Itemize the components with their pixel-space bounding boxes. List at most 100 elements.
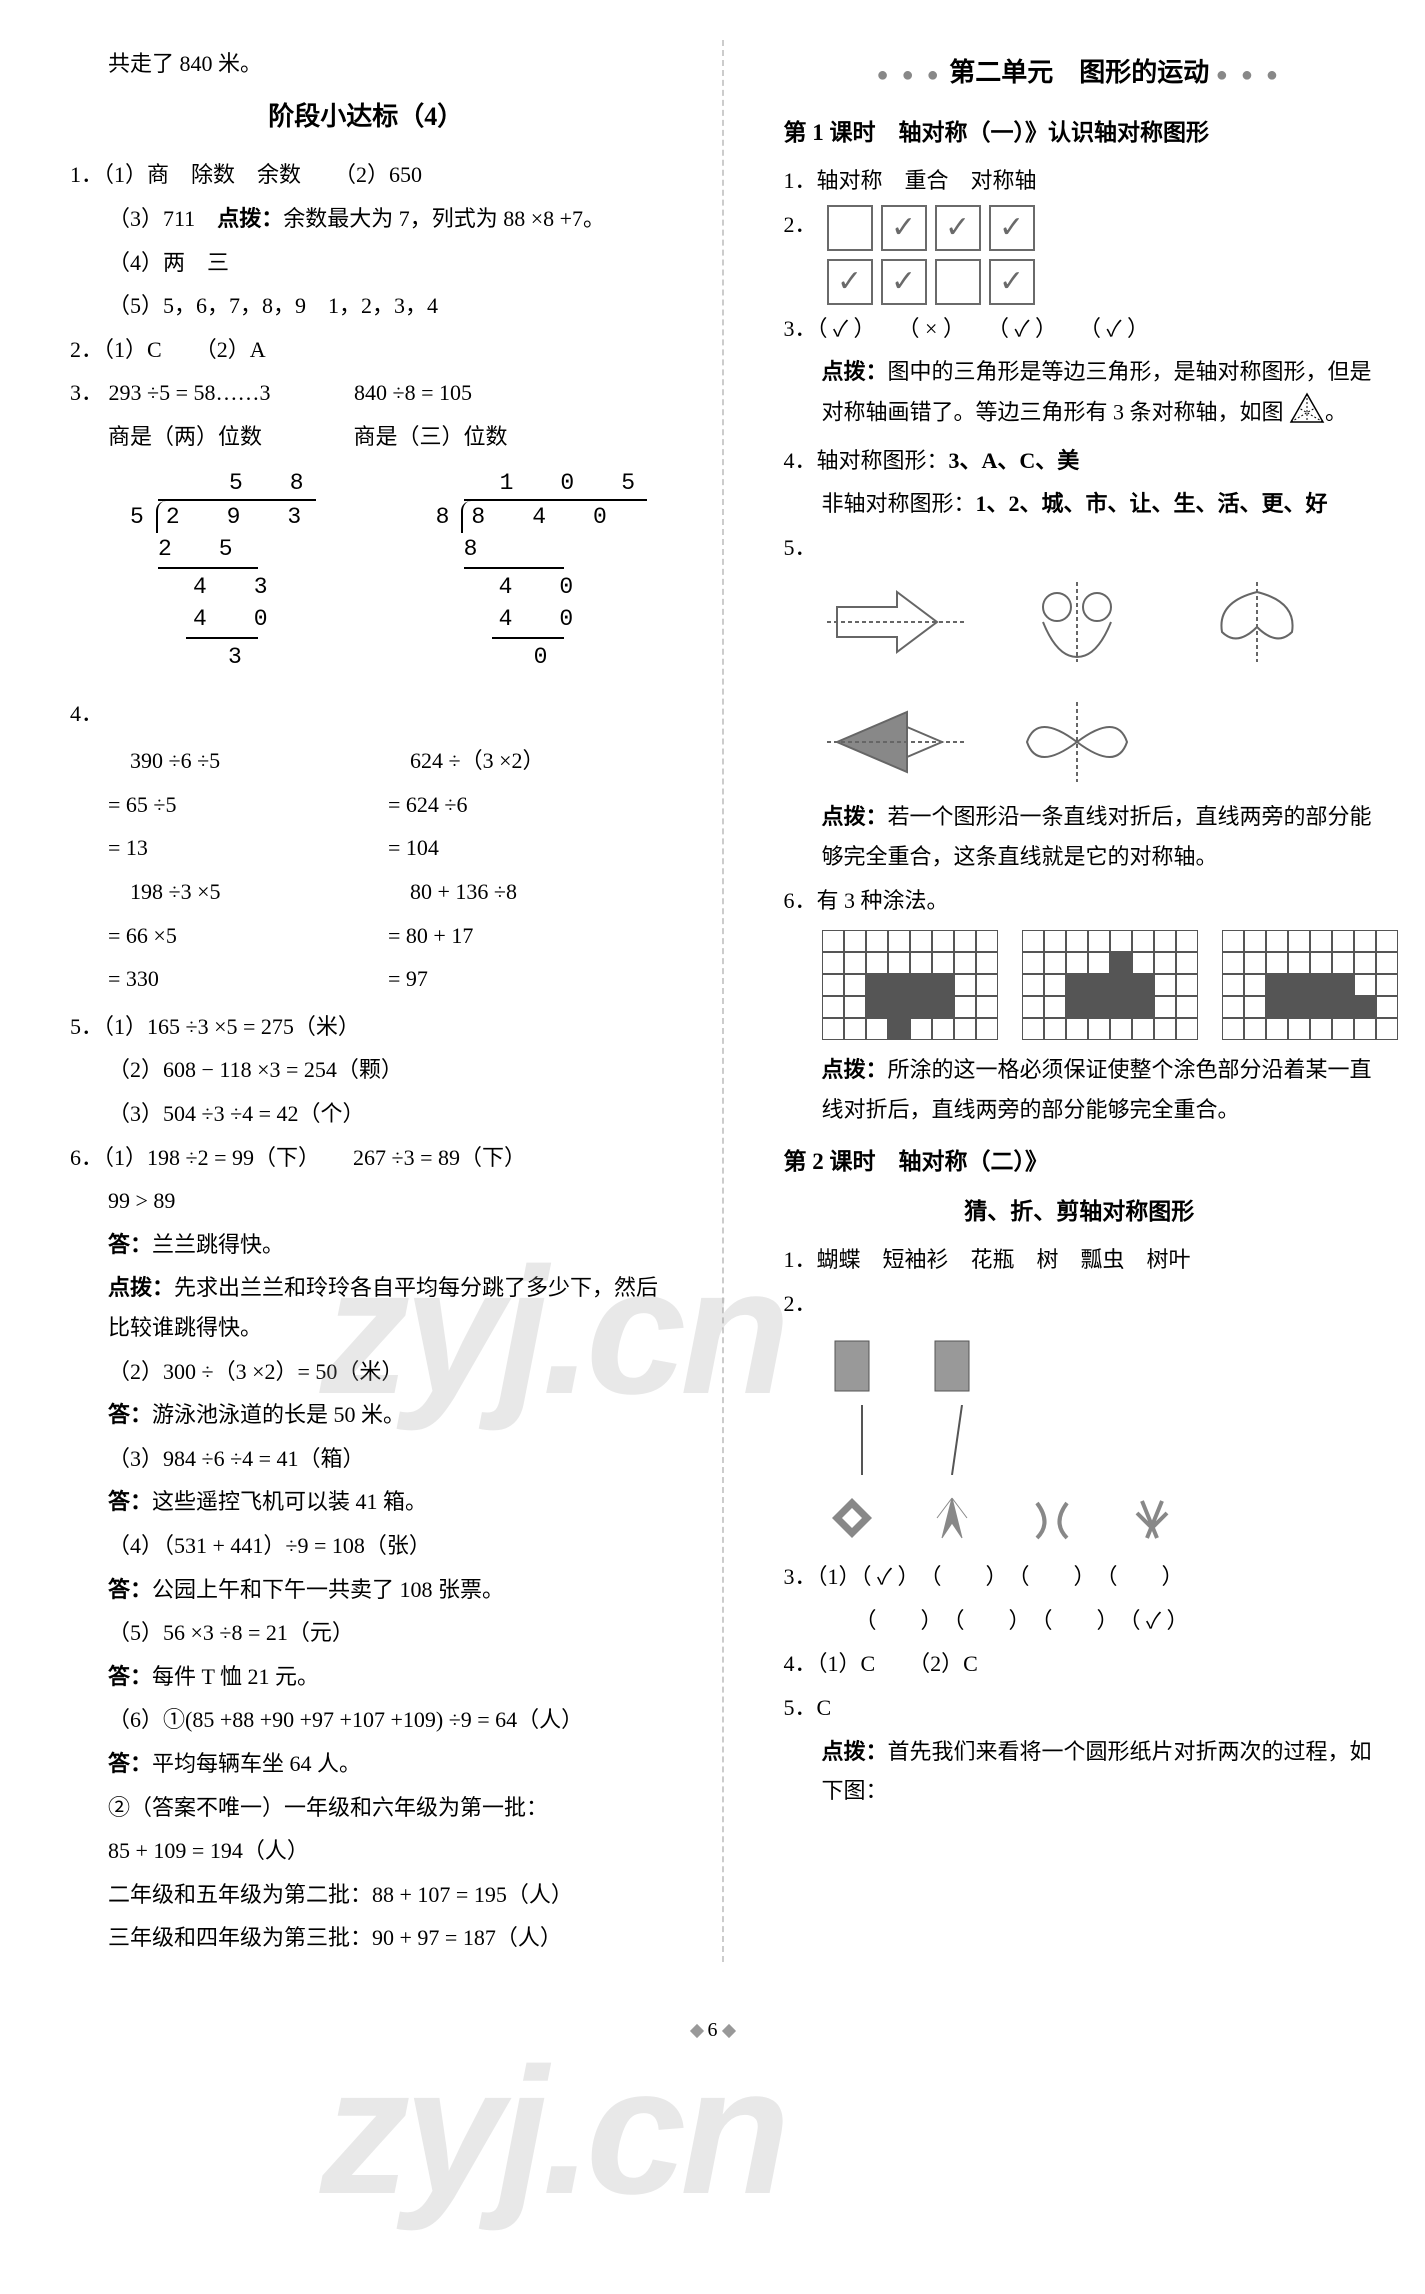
intro-line: 共走了 840 米。 bbox=[70, 44, 662, 84]
grid-cell bbox=[1310, 1018, 1332, 1040]
q4-a3: 198 ÷3 ×5 bbox=[108, 872, 308, 912]
l1-q3-hint-b: 。 bbox=[1325, 399, 1347, 424]
grid-cell bbox=[976, 952, 998, 974]
grid-cell bbox=[1176, 996, 1198, 1018]
l1-q4-b: 非轴对称图形： bbox=[822, 491, 976, 516]
q4-b2: = 104 bbox=[388, 828, 588, 868]
q3-notes: 商是（两）位数 商是（三）位数 bbox=[70, 417, 662, 457]
q1-l1: （1）商 除数 余数 （2）650 bbox=[103, 162, 422, 187]
grid-cell bbox=[1244, 930, 1266, 952]
q6-p6b: ②（答案不唯一）一年级和六年级为第一批： bbox=[70, 1788, 662, 1828]
grid-cell bbox=[1266, 1018, 1288, 1040]
ld2-dividend: 8 4 0 bbox=[461, 501, 618, 533]
q5: 5．（1）165 ÷3 ×5 = 275（米） bbox=[70, 1007, 662, 1047]
ld2-s4: 0 bbox=[436, 641, 647, 673]
left-column: 共走了 840 米。 阶段小达标（4） 1．（1）商 除数 余数 （2）650 … bbox=[70, 40, 682, 1962]
grid-cell bbox=[1354, 952, 1376, 974]
grid-cell bbox=[1332, 952, 1354, 974]
stage-title: 阶段小达标（4） bbox=[70, 94, 662, 141]
grid-cell bbox=[1332, 996, 1354, 1018]
dots-left: ● ● ● bbox=[876, 64, 942, 86]
grid-cell bbox=[1222, 1018, 1244, 1040]
hint-label-1: 点拨： bbox=[108, 1275, 174, 1300]
match-bot-3 bbox=[1022, 1483, 1082, 1553]
l2-q5-hint-text: 首先我们来看将一个圆形纸片对折两次的过程，如下图： bbox=[822, 1739, 1372, 1804]
grid-cell bbox=[1110, 1018, 1132, 1040]
ld2-s2: 4 0 bbox=[436, 571, 647, 603]
grid-cell bbox=[1354, 1018, 1376, 1040]
q6-p6d: 二年级和五年级为第二批：88 + 107 = 195（人） bbox=[70, 1875, 662, 1915]
grid-cell bbox=[1266, 952, 1288, 974]
pixel-grid bbox=[822, 930, 998, 1040]
checkbox-cell bbox=[827, 205, 873, 251]
ld2-quotient: 1 0 5 bbox=[464, 467, 647, 501]
grid-cell bbox=[1354, 996, 1376, 1018]
q4-colA: 390 ÷6 ÷5 = 65 ÷5 = 13 198 ÷3 ×5 = 66 ×5… bbox=[108, 737, 308, 1003]
ans-4: 公园上午和下午一共卖了 108 张票。 bbox=[152, 1577, 504, 1602]
grid-cell bbox=[1176, 974, 1198, 996]
grid-cell bbox=[954, 996, 976, 1018]
ld2-s3: 4 0 bbox=[436, 603, 647, 635]
l2-q5-hint-label: 点拨： bbox=[822, 1739, 888, 1764]
lesson1-title: 第 1 课时 轴对称（一）》认识轴对称图形 bbox=[784, 112, 1376, 153]
q6-p6c: 85 + 109 = 194（人） bbox=[70, 1831, 662, 1871]
l1-q2-label: 2． bbox=[784, 205, 817, 245]
lesson2-title: 第 2 课时 轴对称（二）》 bbox=[784, 1141, 1376, 1182]
ld2-divisor: 8 bbox=[436, 501, 462, 533]
grid-cell bbox=[954, 974, 976, 996]
grid-cell bbox=[1222, 952, 1244, 974]
grid-cell bbox=[1288, 1018, 1310, 1040]
q5-l1: （1）165 ÷3 ×5 = 275（米） bbox=[103, 1014, 360, 1039]
q5-l2: （2）608 − 118 ×3 = 254（颗） bbox=[70, 1050, 662, 1090]
grid-cell bbox=[1066, 996, 1088, 1018]
ans-label-4: 答： bbox=[108, 1577, 152, 1602]
l1-q5-hint-text: 若一个图形沿一条直线对折后，直线两旁的部分能够完全重合，这条直线就是它的对称轴。 bbox=[822, 804, 1372, 869]
q1-line4: （5）5，6，7，8，9 1，2，3，4 bbox=[70, 286, 662, 326]
grid-cell bbox=[1266, 974, 1288, 996]
grid-cell bbox=[1022, 996, 1044, 1018]
q1-label: 1． bbox=[70, 162, 103, 187]
grid-cell bbox=[1044, 952, 1066, 974]
grid-cell bbox=[976, 930, 998, 952]
grid-cell bbox=[1044, 1018, 1066, 1040]
q6-p2ans: 答：游泳池泳道的长是 50 米。 bbox=[70, 1395, 662, 1435]
q3-note2: 商是（三）位数 bbox=[354, 424, 508, 449]
grid-cell bbox=[822, 974, 844, 996]
match-top-row bbox=[784, 1331, 1376, 1401]
hint-1: 先求出兰兰和玲玲各自平均每分跳了多少下，然后比较谁跳得快。 bbox=[108, 1275, 658, 1340]
l2-q5: 5．C bbox=[784, 1688, 1376, 1728]
grid-cell bbox=[866, 930, 888, 952]
grid-cell bbox=[976, 1018, 998, 1040]
q6-p1a: 6．（1）198 ÷2 = 99（下） 267 ÷3 = 89（下） bbox=[70, 1138, 662, 1178]
l1-q3-hint-label: 点拨： bbox=[822, 359, 888, 384]
dots-right: ● ● ● bbox=[1216, 64, 1282, 86]
l2-q3-l2: （ ） （ ） （ ） （ ✓ ） bbox=[784, 1601, 1376, 1641]
match-bot-2 bbox=[922, 1483, 982, 1553]
q6-p6e: 三年级和四年级为第三批：90 + 97 = 187（人） bbox=[70, 1918, 662, 1958]
ld1-divisor: 5 bbox=[130, 501, 156, 533]
grid-cell bbox=[1310, 974, 1332, 996]
ans-2: 游泳池泳道的长是 50 米。 bbox=[152, 1402, 405, 1427]
l1-q2: 2． ✓✓✓✓✓✓ bbox=[784, 205, 1376, 305]
q6-p3ans: 答：这些遥控飞机可以装 41 箱。 bbox=[70, 1482, 662, 1522]
pixel-grid-set bbox=[784, 930, 1376, 1040]
unit-title-text: 第二单元 图形的运动 bbox=[949, 58, 1209, 87]
l2-q5-hint: 点拨：首先我们来看将一个圆形纸片对折两次的过程，如下图： bbox=[784, 1732, 1376, 1811]
q1-line2: （3）711 点拨：余数最大为 7，列式为 88 ×8 +7。 bbox=[70, 199, 662, 239]
match-top-2 bbox=[922, 1331, 982, 1401]
l2-q2-label: 2． bbox=[784, 1284, 1376, 1324]
grid-cell bbox=[1022, 952, 1044, 974]
l2-q3-label: 3． bbox=[784, 1564, 817, 1589]
ans-1: 兰兰跳得快。 bbox=[152, 1232, 284, 1257]
grid-cell bbox=[932, 952, 954, 974]
grid-cell bbox=[954, 1018, 976, 1040]
ld2-line2 bbox=[492, 637, 564, 639]
q5-l3: （3）504 ÷3 ÷4 = 42（个） bbox=[70, 1094, 662, 1134]
grid-cell bbox=[1332, 974, 1354, 996]
match-bot-4 bbox=[1122, 1483, 1182, 1553]
grid-cell bbox=[1354, 930, 1376, 952]
grid-cell bbox=[866, 1018, 888, 1040]
match-lines bbox=[822, 1405, 1242, 1475]
grid-cell bbox=[954, 952, 976, 974]
grid-cell bbox=[1288, 996, 1310, 1018]
